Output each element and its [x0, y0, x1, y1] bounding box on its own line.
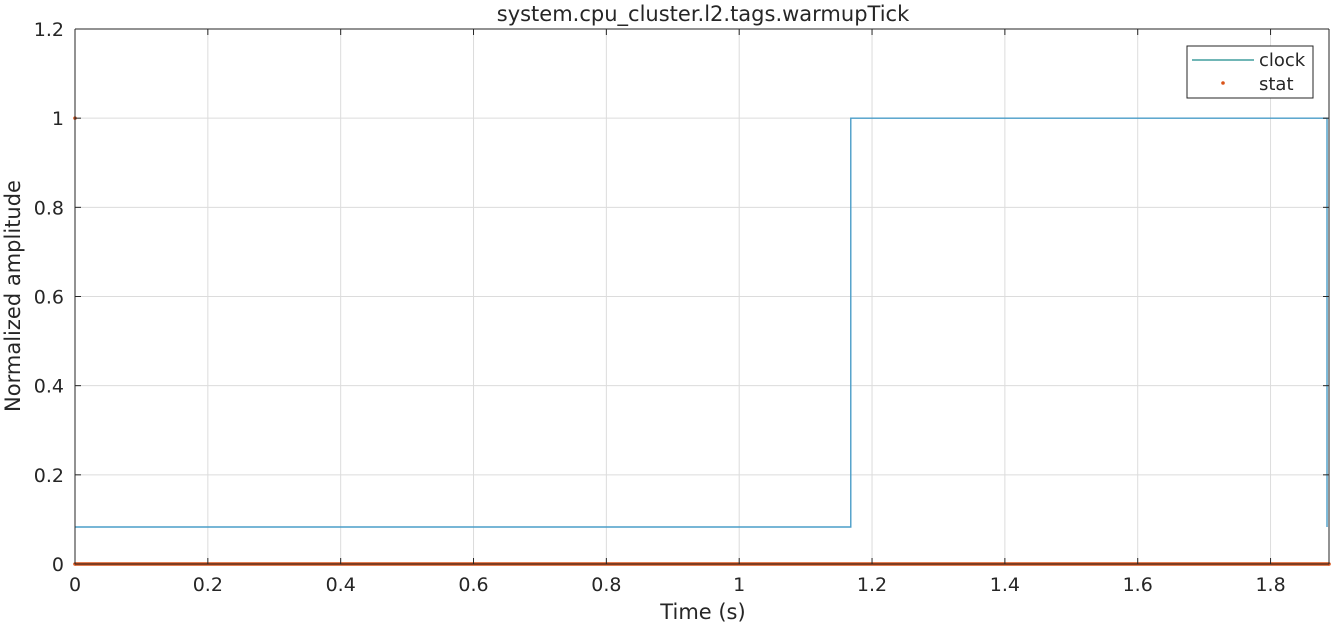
legend: clock stat: [1186, 45, 1314, 99]
x-tick-label: 0.2: [193, 574, 223, 596]
x-tick-label: 1.2: [857, 574, 887, 596]
y-tick-label: 0.2: [34, 465, 64, 487]
y-tick-label: 0.4: [34, 376, 64, 398]
legend-box: [1186, 45, 1314, 99]
x-tick-label: 0: [69, 574, 81, 596]
x-axis-label: Time (s): [659, 600, 745, 624]
series-line-clock: [75, 117, 1328, 528]
chart-title: system.cpu_cluster.l2.tags.warmupTick: [497, 2, 910, 27]
x-tick-label: 1: [733, 574, 745, 596]
axes: [74, 28, 1330, 565]
x-tick-label: 1.8: [1255, 574, 1285, 596]
x-tick-label: 0.8: [591, 574, 621, 596]
legend-stat-dot-swatch: [1221, 81, 1225, 85]
x-tick-label: 0.4: [326, 574, 356, 596]
x-tick-label: 1.4: [990, 574, 1020, 596]
y-axis-label: Normalized amplitude: [1, 180, 25, 412]
legend-item-clock: clock: [1259, 50, 1306, 71]
tick-labels: 0 0.2 0.4 0.6 0.8 1 1.2 1.4 1.6 1.8 0 0.2 0.4 0.6 0.8 1…: [34, 19, 1286, 596]
legend-item-stat: stat: [1259, 74, 1294, 95]
y-tick-label: 1.2: [34, 19, 64, 41]
x-tick-label: 0.6: [458, 574, 488, 596]
y-tick-label: 0: [52, 554, 64, 576]
x-tick-label: 1.6: [1123, 574, 1153, 596]
y-tick-label: 1: [52, 108, 64, 130]
y-tick-label: 0.6: [34, 287, 64, 309]
y-tick-label: 0.8: [34, 197, 64, 219]
